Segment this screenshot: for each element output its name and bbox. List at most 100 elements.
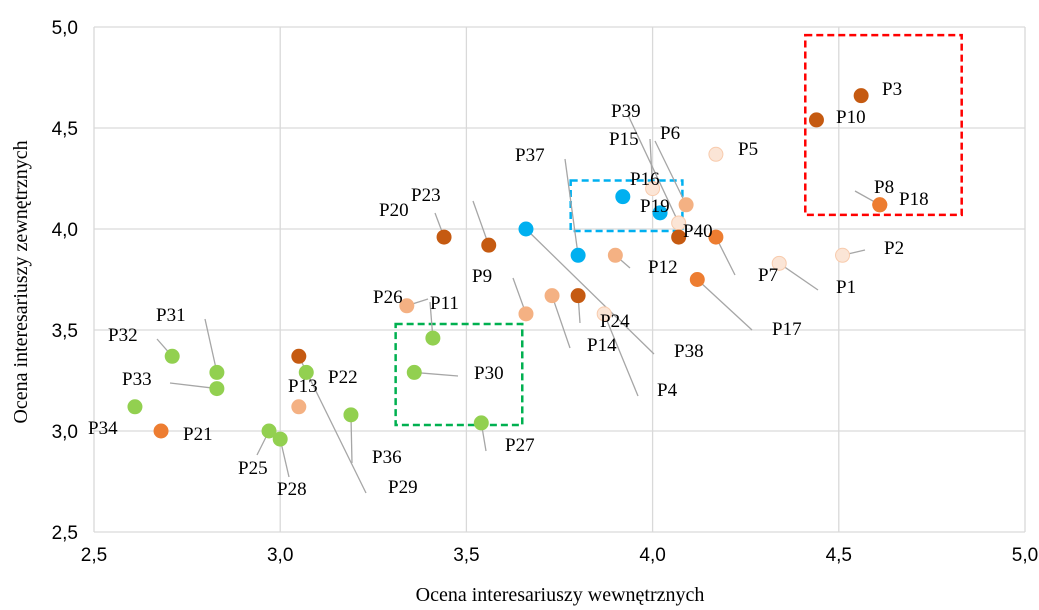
point-label-p25: P25 <box>238 458 268 479</box>
data-point-p38 <box>518 221 534 237</box>
data-point-p34 <box>127 399 143 415</box>
point-label-p40: P40 <box>683 221 713 242</box>
leader-line <box>350 414 353 464</box>
data-point-p20 <box>436 229 452 245</box>
point-label-p29: P29 <box>388 477 418 498</box>
data-point-p2 <box>835 247 851 263</box>
data-point-p6 <box>678 197 694 213</box>
data-point-p40 <box>671 229 687 245</box>
point-label-p19: P19 <box>640 196 670 217</box>
y-tick-label: 4,5 <box>52 119 78 140</box>
leader-line <box>627 114 680 224</box>
leader-line <box>603 313 639 397</box>
leader-line <box>778 262 819 291</box>
data-point-p9 <box>518 306 534 322</box>
point-label-p11: P11 <box>430 293 459 314</box>
point-label-p6: P6 <box>660 123 680 144</box>
data-point-p23 <box>481 237 497 253</box>
data-point-p17 <box>689 272 705 287</box>
data-point-p24 <box>570 288 586 304</box>
point-label-p16: P16 <box>630 169 660 190</box>
leader-lines <box>156 114 881 494</box>
point-label-p38: P38 <box>674 341 704 362</box>
gridlines <box>93 26 1026 533</box>
leader-line <box>472 200 490 246</box>
data-point-p7 <box>708 229 724 245</box>
point-label-p4: P4 <box>657 380 678 401</box>
point-labels: P1 P2 P3 P4 P5 P6 P7 P8 P9 P10 P11 P12 P13 P14 P15 P16 P… <box>88 79 929 500</box>
y-axis-title: Ocena interesariuszy zewnętrznych <box>10 140 32 423</box>
data-point-p29 <box>291 348 307 364</box>
point-label-p1: P1 <box>836 277 856 298</box>
leader-line <box>169 382 217 390</box>
point-label-p33: P33 <box>122 369 152 390</box>
point-label-p10: P10 <box>836 107 866 128</box>
point-label-p5: P5 <box>738 139 758 160</box>
y-tick-label: 3,5 <box>52 321 78 342</box>
data-point-p19 <box>652 205 668 221</box>
data-point-p32 <box>164 348 180 364</box>
leader-line <box>525 228 655 355</box>
x-tick-label: 4,0 <box>639 545 665 566</box>
data-point-p18 <box>872 197 888 213</box>
leader-line <box>696 279 753 331</box>
data-point-p15 <box>645 181 661 197</box>
point-label-p30: P30 <box>474 363 504 384</box>
point-label-p31: P31 <box>156 305 186 326</box>
point-label-p14: P14 <box>587 335 617 356</box>
point-label-p8: P8 <box>874 177 894 198</box>
leader-line <box>551 295 571 349</box>
point-label-p17: P17 <box>772 319 802 340</box>
y-tick-label: 4,0 <box>52 220 78 241</box>
point-label-p27: P27 <box>505 435 535 456</box>
data-point-p16 <box>615 189 631 205</box>
point-label-p12: P12 <box>648 257 678 278</box>
point-label-p37: P37 <box>515 145 545 166</box>
data-point-p27 <box>473 415 489 431</box>
data-point-p26 <box>399 298 415 314</box>
data-point-p14 <box>544 288 560 304</box>
data-point-p13 <box>291 399 307 415</box>
data-point-p25 <box>261 423 277 439</box>
point-label-p36: P36 <box>372 447 402 468</box>
data-point-p36 <box>343 407 359 423</box>
data-point-p31 <box>209 364 225 380</box>
data-point-p12 <box>607 247 623 263</box>
data-point-p3 <box>853 88 869 104</box>
highlight-box <box>394 322 524 427</box>
point-label-p39: P39 <box>611 101 641 122</box>
point-label-p23: P23 <box>411 185 441 206</box>
data-point-p11 <box>425 330 441 346</box>
point-label-p15: P15 <box>609 129 639 150</box>
point-label-p28: P28 <box>277 479 307 500</box>
point-label-p18: P18 <box>899 189 929 210</box>
data-point-p4 <box>596 306 612 322</box>
leader-line <box>564 158 579 256</box>
data-point-p1 <box>771 255 787 271</box>
x-tick-label: 4,5 <box>826 545 852 566</box>
x-tick-label: 3,5 <box>453 545 479 566</box>
data-point-p37 <box>570 247 586 263</box>
leader-line <box>654 140 687 206</box>
data-point-p21 <box>153 423 169 439</box>
x-axis-title: Ocena interesariuszy wewnętrznych <box>416 584 705 606</box>
y-tick-label: 5,0 <box>52 18 78 39</box>
data-point-p10 <box>808 112 824 128</box>
point-label-p13: P13 <box>288 376 318 397</box>
point-label-p24: P24 <box>600 311 630 332</box>
point-label-p21: P21 <box>183 424 213 445</box>
leader-line <box>298 355 367 494</box>
highlight-box <box>804 33 963 217</box>
point-label-p9: P9 <box>472 266 492 287</box>
point-label-p22: P22 <box>328 367 358 388</box>
data-point-p22 <box>298 364 314 380</box>
point-label-p2: P2 <box>884 238 904 259</box>
point-label-p7: P7 <box>758 265 778 286</box>
x-tick-label: 3,0 <box>267 545 293 566</box>
data-point-p30 <box>406 364 422 380</box>
y-axis-ticks: 2,5 3,0 3,5 4,0 4,5 5,0 <box>52 18 78 544</box>
data-points <box>127 88 888 447</box>
leader-line <box>204 318 218 373</box>
data-point-p33 <box>209 381 225 397</box>
